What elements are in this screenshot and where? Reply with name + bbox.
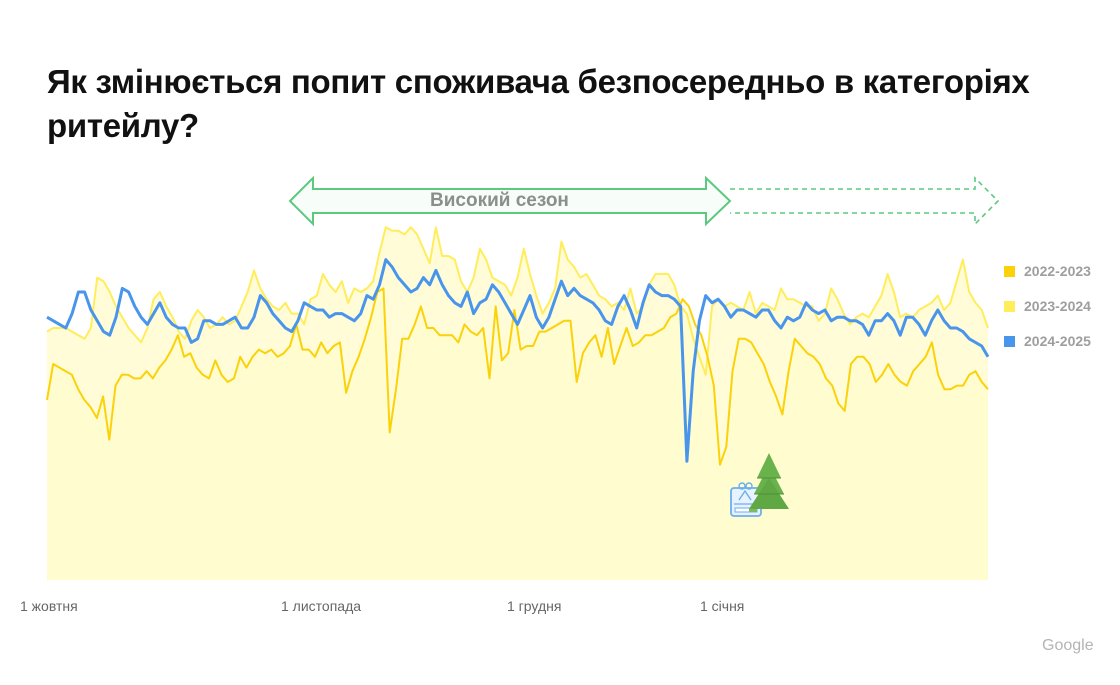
x-tick-dec: 1 грудня	[507, 598, 562, 614]
x-tick-jan: 1 січня	[700, 598, 745, 614]
google-logo: Google	[1042, 637, 1094, 654]
x-tick-oct: 1 жовтня	[20, 598, 78, 614]
high-season-label: Високий сезон	[430, 190, 569, 211]
legend-swatch-icon	[1004, 265, 1015, 277]
legend-swatch-icon	[1004, 300, 1015, 312]
christmas-tree-icon	[749, 453, 789, 509]
series-line-2022-2023	[46, 287, 989, 466]
series-line-2024-2025	[46, 258, 990, 463]
season-extension-arrow	[730, 176, 1000, 226]
series-line-2023-2024	[46, 226, 989, 376]
legend-item-2022-2023: 2022-2023	[1004, 262, 1091, 280]
legend-item-2024-2025: 2024-2025	[1004, 332, 1091, 350]
x-tick-nov: 1 листопада	[281, 598, 362, 614]
legend-item-2023-2024: 2023-2024	[1004, 297, 1091, 315]
legend-swatch-icon	[1004, 335, 1015, 347]
high-season-arrow	[288, 175, 732, 227]
chart-legend: 2022-2023 2023-2024 2024-2025	[1004, 262, 1091, 367]
page-title: Як змінюється попит споживача безпосеред…	[47, 63, 1030, 144]
series-lines	[46, 226, 990, 466]
